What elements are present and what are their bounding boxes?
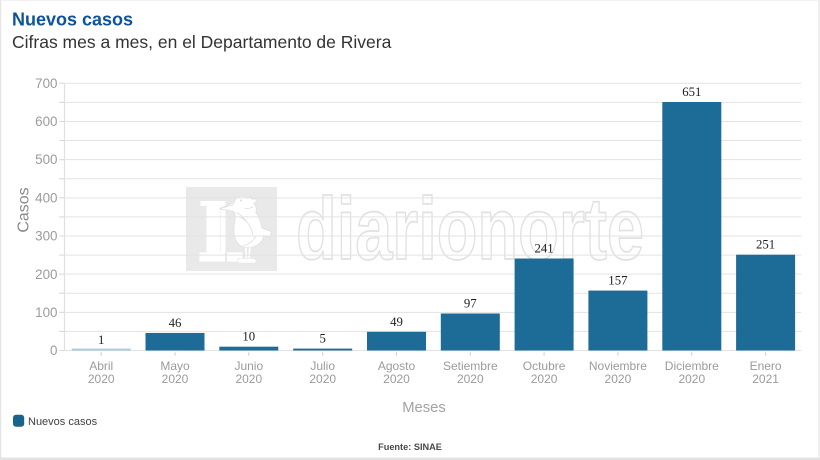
svg-text:97: 97 [464, 297, 477, 311]
svg-text:46: 46 [169, 316, 182, 330]
svg-text:241: 241 [534, 242, 553, 256]
svg-text:251: 251 [756, 238, 775, 252]
svg-text:49: 49 [390, 315, 403, 329]
svg-text:200: 200 [35, 267, 57, 282]
svg-text:10: 10 [242, 330, 255, 344]
svg-text:400: 400 [35, 190, 57, 205]
svg-text:Casos: Casos [16, 187, 33, 232]
svg-text:157: 157 [608, 274, 628, 288]
svg-text:Cifras mes a mes, en el Depart: Cifras mes a mes, en el Departamento de … [12, 32, 392, 52]
svg-text:Nuevos casos: Nuevos casos [12, 10, 133, 30]
svg-text:diarionorte: diarionorte [296, 179, 644, 278]
svg-text:5: 5 [319, 332, 325, 346]
svg-text:300: 300 [35, 229, 57, 244]
svg-text:600: 600 [35, 114, 57, 129]
svg-text:651: 651 [682, 85, 701, 99]
svg-text:100: 100 [35, 305, 57, 320]
svg-text:1: 1 [98, 333, 104, 347]
svg-text:Fuente: SINAE: Fuente: SINAE [378, 442, 442, 452]
svg-text:500: 500 [35, 152, 57, 167]
svg-text:700: 700 [35, 76, 57, 91]
svg-text:0: 0 [50, 343, 57, 358]
svg-text:Nuevos casos: Nuevos casos [28, 416, 98, 428]
svg-text:Meses: Meses [402, 400, 446, 416]
